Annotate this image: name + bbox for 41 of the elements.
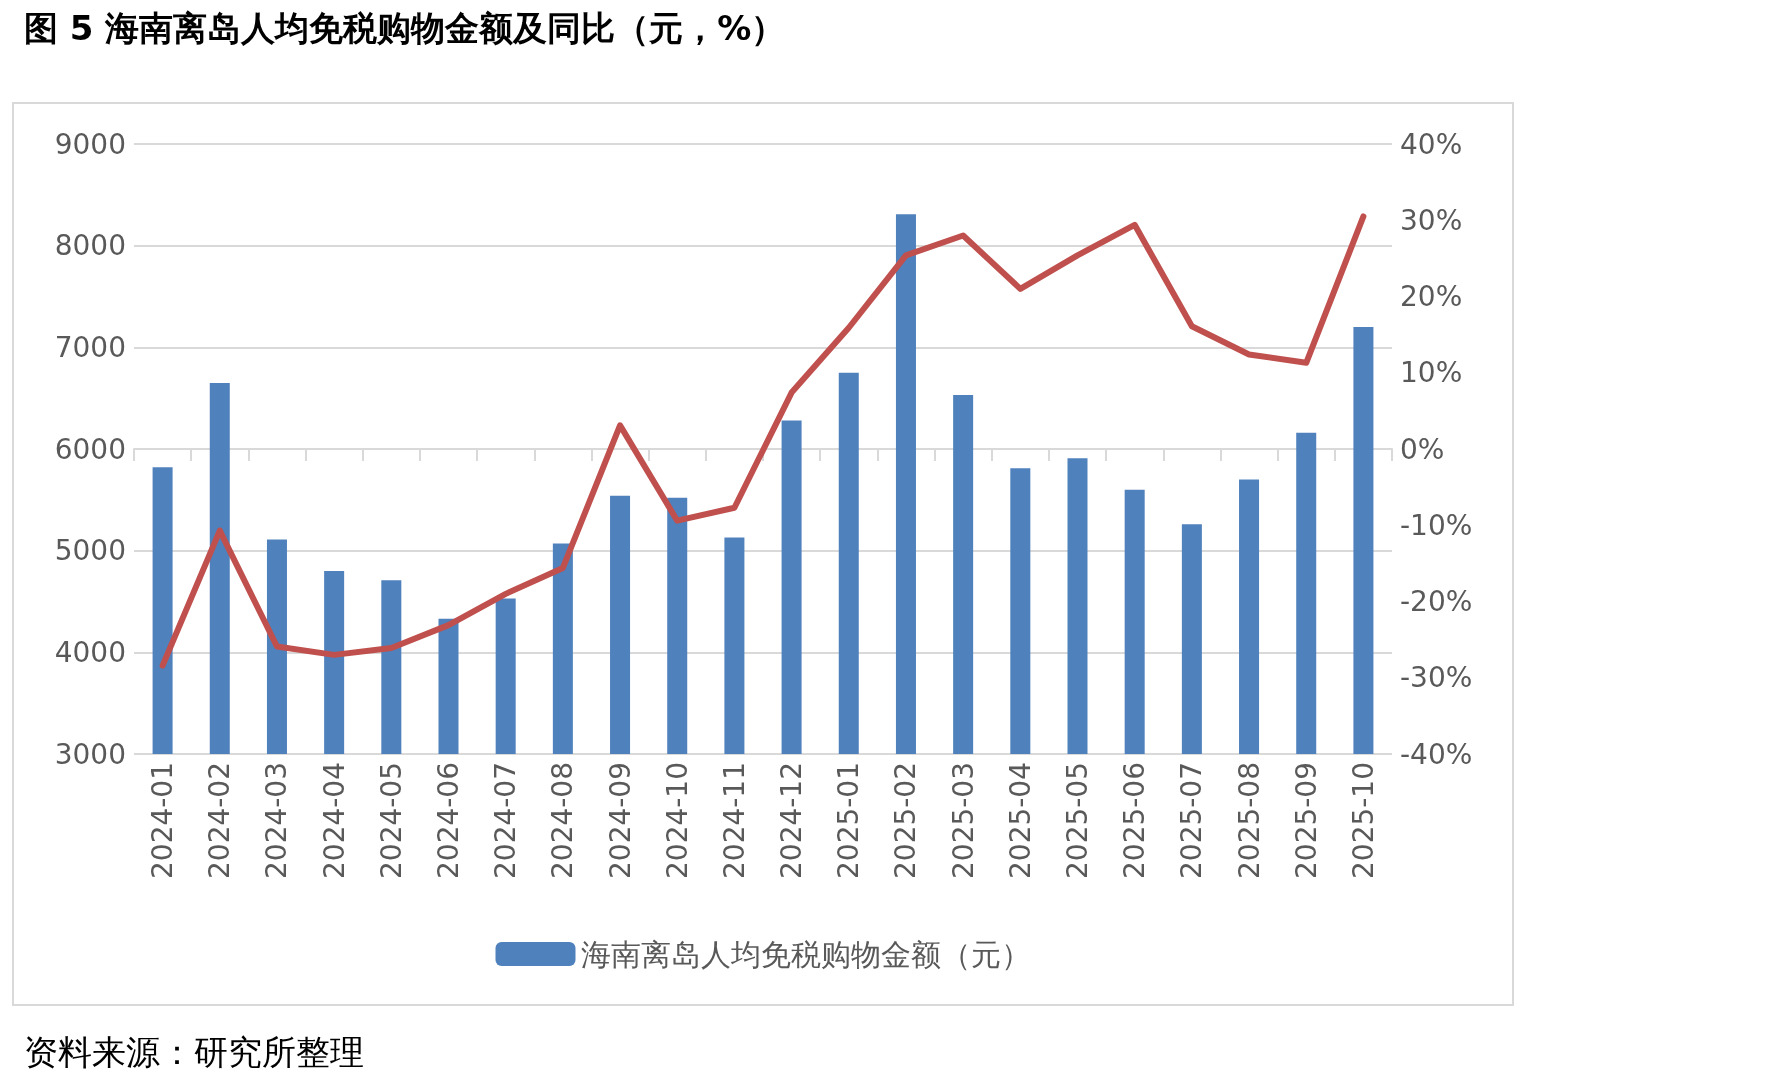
y-tick-label: 3000 xyxy=(54,737,126,771)
x-tick-label: 2024-04 xyxy=(317,762,351,879)
x-tick-label: 2025-10 xyxy=(1346,762,1380,879)
legend-label: 海南离岛人均免税购物金额（元） xyxy=(580,936,1031,972)
y2-tick-label: 10% xyxy=(1400,356,1463,390)
y2-tick-label: -30% xyxy=(1400,661,1473,695)
y2-tick-label: -40% xyxy=(1400,737,1473,771)
x-tick-label: 2025-02 xyxy=(889,762,923,879)
chart-title: 图 5 海南离岛人均免税购物金额及同比（元，%） xyxy=(24,7,786,50)
x-tick-label: 2024-11 xyxy=(717,762,751,879)
y-tick-label: 4000 xyxy=(54,635,126,669)
y2-tick-label: 40% xyxy=(1400,127,1463,161)
y2-tick-label: 0% xyxy=(1400,432,1445,466)
x-tick-label: 2024-12 xyxy=(775,762,809,879)
y-tick-label: 8000 xyxy=(54,229,126,263)
y-tick-label: 6000 xyxy=(54,432,126,466)
x-tick-label: 2024-05 xyxy=(374,762,408,879)
y-tick-label: 9000 xyxy=(54,127,126,161)
x-tick-label: 2024-08 xyxy=(546,762,580,879)
y-tick-label: 7000 xyxy=(54,330,126,364)
y2-tick-label: -20% xyxy=(1400,585,1473,618)
x-tick-label: 2025-05 xyxy=(1061,762,1094,879)
x-tick-label: 2024-09 xyxy=(603,762,637,879)
x-tick-label: 2025-01 xyxy=(832,762,866,879)
x-tick-label: 2025-07 xyxy=(1175,762,1209,879)
x-tick-label: 2025-09 xyxy=(1289,762,1323,879)
x-tick-label: 2024-07 xyxy=(489,762,523,879)
x-tick-label: 2025-06 xyxy=(1118,762,1152,879)
x-tick-label: 2024-01 xyxy=(146,762,180,879)
text: 资料来源：研究所整理 xyxy=(24,1031,364,1074)
x-tick-label: 2025-04 xyxy=(1003,762,1037,879)
y2-tick-label: 30% xyxy=(1400,203,1463,237)
x-tick-label: 2024-10 xyxy=(660,762,694,879)
x-tick-label: 2024-03 xyxy=(260,762,294,879)
y2-tick-label: -10% xyxy=(1400,508,1473,542)
x-tick-label: 2025-08 xyxy=(1232,762,1266,879)
x-tick-label: 2024-06 xyxy=(432,762,465,879)
y2-tick-label: 20% xyxy=(1400,280,1463,313)
x-tick-label: 2024-02 xyxy=(203,762,237,879)
y-tick-label: 5000 xyxy=(54,534,126,568)
x-tick-label: 2025-03 xyxy=(946,762,980,879)
